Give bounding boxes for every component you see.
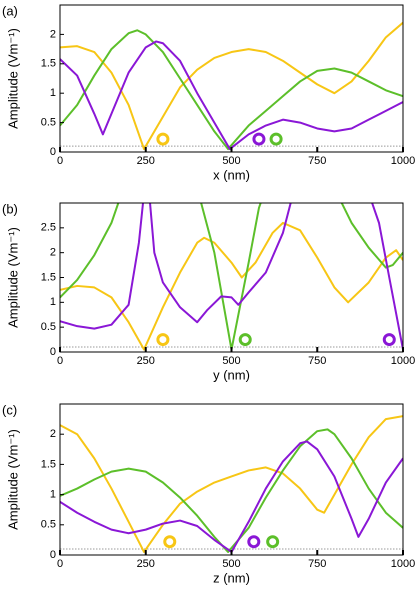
ring-marker bbox=[269, 132, 283, 146]
x-tick-label: 750 bbox=[308, 558, 326, 570]
y-tick-label: 1 bbox=[50, 87, 56, 99]
x-axis-label: y (nm) bbox=[213, 367, 250, 382]
y-tick-label: 0.5 bbox=[41, 519, 56, 531]
y-tick-label: 1.5 bbox=[41, 58, 56, 70]
y-tick-label: 2 bbox=[50, 247, 56, 259]
plot-area bbox=[60, 21, 403, 151]
series-line bbox=[60, 440, 403, 553]
x-tick-label: 500 bbox=[222, 558, 240, 570]
ring-marker bbox=[247, 535, 261, 549]
series-line bbox=[60, 203, 403, 350]
ring-marker bbox=[156, 333, 170, 347]
x-tick-label: 1000 bbox=[391, 355, 415, 367]
ring-marker bbox=[266, 535, 280, 549]
x-tick-label: 750 bbox=[308, 355, 326, 367]
x-axis-label: z (nm) bbox=[213, 570, 250, 585]
ring-marker bbox=[252, 132, 266, 146]
y-tick-label: 0 bbox=[50, 549, 56, 561]
panel-label: (c) bbox=[2, 402, 17, 417]
x-tick-label: 1000 bbox=[391, 558, 415, 570]
x-tick-label: 750 bbox=[308, 155, 326, 167]
plot-area bbox=[60, 203, 403, 351]
y-tick-label: 0 bbox=[50, 146, 56, 158]
ring-marker bbox=[156, 132, 170, 146]
y-axis-label: Amplitude (Vm⁻¹) bbox=[5, 429, 20, 530]
y-axis-label: Amplitude (Vm⁻¹) bbox=[5, 227, 20, 328]
panel-label: (b) bbox=[2, 201, 18, 216]
series-line bbox=[60, 29, 403, 151]
x-tick-label: 500 bbox=[222, 355, 240, 367]
x-tick-label: 0 bbox=[57, 558, 63, 570]
series-line bbox=[60, 415, 403, 553]
y-tick-label: 1.5 bbox=[41, 458, 56, 470]
axes-frame bbox=[59, 403, 404, 556]
series-line bbox=[60, 21, 403, 151]
x-tick-label: 500 bbox=[222, 155, 240, 167]
ring-marker bbox=[238, 333, 252, 347]
axes-frame bbox=[59, 4, 404, 153]
y-tick-label: 1 bbox=[50, 296, 56, 308]
x-tick-label: 1000 bbox=[391, 155, 415, 167]
series-line bbox=[60, 40, 403, 151]
x-tick-label: 0 bbox=[57, 355, 63, 367]
x-tick-label: 250 bbox=[137, 155, 155, 167]
x-tick-label: 250 bbox=[137, 355, 155, 367]
ring-marker bbox=[163, 535, 177, 549]
x-tick-label: 0 bbox=[57, 155, 63, 167]
panel-label: (a) bbox=[2, 3, 18, 18]
y-tick-label: 2 bbox=[50, 28, 56, 40]
y-tick-label: 0.5 bbox=[41, 117, 56, 129]
y-tick-label: 1.5 bbox=[41, 271, 56, 283]
plot-area bbox=[60, 415, 403, 553]
y-tick-label: 0.5 bbox=[41, 321, 56, 333]
y-tick-label: 2 bbox=[50, 428, 56, 440]
y-tick-label: 2.5 bbox=[41, 222, 56, 234]
y-axis-label: Amplitude (Vm⁻¹) bbox=[5, 28, 20, 129]
axes-frame bbox=[59, 202, 404, 353]
ring-marker bbox=[382, 333, 396, 347]
y-tick-label: 1 bbox=[50, 489, 56, 501]
y-tick-label: 0 bbox=[50, 346, 56, 358]
series-line bbox=[60, 203, 403, 351]
x-tick-label: 250 bbox=[137, 558, 155, 570]
x-axis-label: x (nm) bbox=[213, 167, 250, 182]
series-line bbox=[60, 221, 403, 351]
